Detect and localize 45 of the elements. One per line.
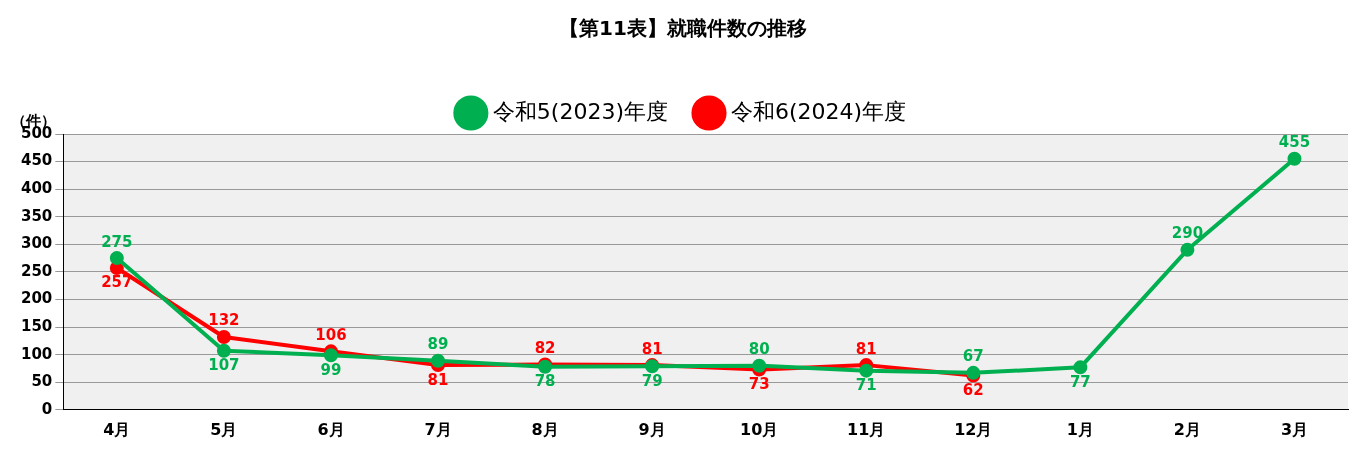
data-label: 77: [1069, 372, 1091, 391]
data-label: 455: [1278, 133, 1311, 152]
data-label: 99: [320, 360, 342, 379]
data-label: 107: [208, 356, 240, 375]
y-tick-label: 400: [21, 179, 53, 198]
y-tick-label: 350: [21, 206, 53, 225]
data-label: 81: [855, 339, 877, 358]
y-tick-label: 250: [21, 261, 53, 280]
data-label: 78: [534, 372, 556, 391]
data-label: 81: [641, 339, 663, 358]
data-label: 71: [855, 376, 877, 395]
x-tick-label: 9月: [638, 419, 666, 439]
legend-label: 令和5(2023)年度: [492, 98, 668, 124]
data-label: 106: [315, 325, 347, 344]
legend-label: 令和6(2024)年度: [731, 98, 907, 124]
x-tick-label: 5月: [210, 419, 238, 439]
data-label: 132: [208, 311, 240, 330]
y-tick-label: 450: [21, 151, 53, 170]
data-label: 79: [641, 371, 663, 390]
data-label: 80: [748, 340, 770, 359]
y-tick-label: 0: [41, 399, 53, 418]
x-tick-label: 2月: [1173, 419, 1201, 439]
data-label: 290: [1171, 224, 1204, 243]
chart-title: 【第11表】就職件数の推移: [559, 16, 807, 41]
y-tick-label: 150: [21, 316, 53, 335]
data-label: 81: [427, 370, 449, 389]
y-tick-label: 100: [21, 344, 53, 363]
y-tick-label: 200: [21, 289, 53, 308]
x-tick-label: 8月: [531, 419, 559, 439]
x-tick-label: 3月: [1280, 419, 1309, 439]
data-label: 73: [748, 374, 770, 393]
data-label: 275: [101, 232, 133, 251]
x-tick-label: 1月: [1066, 419, 1094, 439]
data-label: 62: [962, 380, 984, 399]
x-tick-label: 10月: [740, 419, 779, 439]
x-tick-label: 11月: [847, 419, 886, 439]
x-tick-label: 4月: [103, 419, 131, 439]
y-tick-label: 300: [21, 234, 53, 253]
x-tick-label: 6月: [317, 419, 345, 439]
data-label: 82: [534, 338, 556, 357]
data-label: 89: [427, 335, 449, 354]
y-tick-label: 50: [31, 372, 53, 391]
x-tick-label: 7月: [424, 419, 452, 439]
data-label: 67: [962, 347, 984, 366]
x-tick-label: 12月: [954, 419, 993, 439]
